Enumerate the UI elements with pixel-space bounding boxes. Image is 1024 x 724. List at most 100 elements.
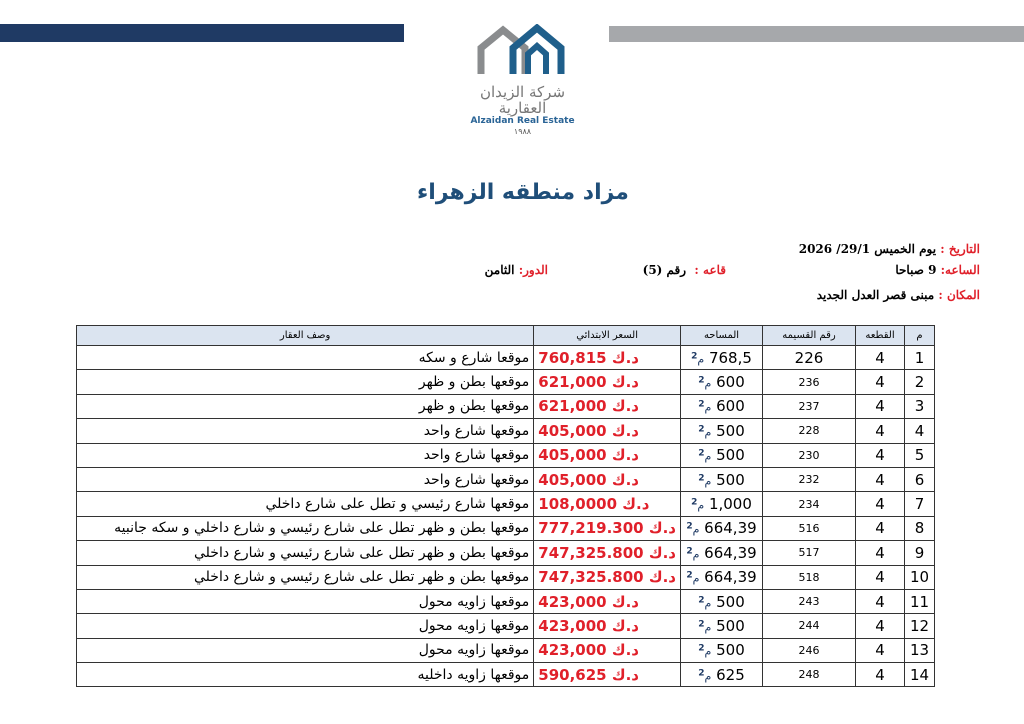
row-plot: 236 — [762, 369, 856, 395]
row-block: 4 — [855, 637, 905, 664]
currency: د.ك — [611, 665, 639, 684]
currency: د.ك — [611, 592, 639, 611]
area-unit: م2 — [698, 643, 712, 659]
table-row: 5 4 230 500 م2 405,000 د.ك موقعها شارع واحد — [75, 442, 935, 468]
place-value: مبنى قصر العدل الجديد — [816, 288, 935, 302]
currency: د.ك — [611, 348, 639, 367]
price-value: 423,000 — [538, 641, 607, 660]
area-value: 625 — [716, 665, 745, 684]
currency: د.ك — [611, 397, 639, 416]
row-price: 108,0000 د.ك — [533, 491, 681, 517]
price-value: 405,000 — [538, 470, 607, 489]
row-block: 4 — [855, 466, 905, 493]
table-row: 10 4 518 664,39 م2 747,325.800 د.ك موقعها بطن… — [75, 564, 935, 590]
row-description: موقعها بطن و ظهر تطل على شارع رئيسي و شا… — [75, 564, 535, 590]
table-row: 4 4 228 500 م2 405,000 د.ك موقعها شارع واحد — [75, 418, 935, 444]
area-value: 664,39 — [704, 519, 757, 538]
currency: د.ك — [648, 519, 676, 538]
row-area: 600 م2 — [680, 369, 763, 395]
row-price: 621,000 د.ك — [533, 369, 681, 395]
floor-value: الثامن — [484, 263, 515, 277]
table-row: 1 4 226 768,5 م2 760,815 د.ك موقعا شارع و سكه — [75, 344, 935, 371]
price-value: 621,000 — [538, 373, 607, 392]
currency: د.ك — [611, 373, 639, 392]
row-area: 664,39 م2 — [680, 564, 763, 590]
hall-line: قاعه : رقم (5) — [643, 263, 726, 277]
row-price: 423,000 د.ك — [533, 613, 681, 639]
houses-logo-icon — [477, 24, 564, 74]
area-value: 600 — [716, 373, 745, 392]
date-value: يوم الخميس 29/1/ 2026 — [798, 242, 937, 256]
price-value: 405,000 — [538, 421, 607, 440]
row-area: 500 م2 — [680, 418, 763, 444]
row-number: 11 — [904, 588, 935, 615]
table-row: 13 4 246 500 م2 423,000 د.ك موقعها زاويه محول — [75, 637, 935, 664]
currency: د.ك — [611, 616, 639, 635]
table-row: 14 4 248 625 م2 590,625 د.ك موقعها زاويه داخل… — [75, 662, 935, 688]
table-header-row: م القطعه رقم القسيمه المساحه السعر الابت… — [75, 325, 935, 346]
table-row: 3 4 237 600 م2 621,000 د.ك موقعها بطن و ظهر — [75, 393, 935, 420]
table-row: 2 4 236 600 م2 621,000 د.ك موقعها بطن و ظهر — [75, 369, 935, 395]
area-value: 664,39 — [704, 568, 757, 587]
row-number: 13 — [904, 637, 935, 664]
currency: د.ك — [611, 446, 639, 465]
logo-english-text: Alzaidan Real Estate — [470, 116, 575, 126]
logo-arabic-text: شركة الزيدان العقارية — [479, 83, 566, 117]
header-price: السعر الابتدائي — [533, 325, 681, 346]
row-area: 500 م2 — [680, 466, 763, 493]
row-price: 777,219.300 د.ك — [533, 515, 681, 542]
row-area: 625 م2 — [680, 662, 763, 688]
row-number: 12 — [904, 613, 935, 639]
price-value: 423,000 — [538, 616, 607, 635]
area-unit: م2 — [698, 472, 712, 488]
header-description: وصف العقار — [75, 325, 535, 346]
area-value: 664,39 — [704, 543, 757, 562]
area-unit: م2 — [698, 375, 712, 391]
row-description: موقعها شارع واحد — [75, 466, 535, 493]
row-number: 4 — [904, 418, 935, 444]
row-description: موقعها شارع واحد — [75, 418, 535, 444]
row-description: موقعها شارع رئيسي و تطل على شارع داخلي — [75, 491, 535, 517]
row-block: 4 — [855, 418, 905, 444]
row-block: 4 — [855, 662, 905, 688]
row-area: 768,5 م2 — [680, 344, 763, 371]
row-price: 405,000 د.ك — [533, 442, 681, 468]
currency: د.ك — [648, 543, 676, 562]
auction-table: م القطعه رقم القسيمه المساحه السعر الابت… — [75, 325, 935, 688]
area-value: 500 — [716, 421, 745, 440]
row-plot: 226 — [762, 344, 856, 371]
row-area: 600 م2 — [680, 393, 763, 420]
row-block: 4 — [855, 369, 905, 395]
price-value: 747,325.800 — [538, 568, 644, 587]
row-block: 4 — [855, 442, 905, 468]
time-value: 9 صباحا — [895, 263, 937, 277]
price-value: 405,000 — [538, 446, 607, 465]
row-area: 500 م2 — [680, 588, 763, 615]
row-plot: 246 — [762, 637, 856, 664]
row-plot: 244 — [762, 613, 856, 639]
row-price: 621,000 د.ك — [533, 393, 681, 420]
row-plot: 243 — [762, 588, 856, 615]
row-area: 500 م2 — [680, 613, 763, 639]
row-description: موقعها بطن و ظهر — [75, 393, 535, 420]
time-line: الساعه: 9 صباحا — [895, 263, 980, 277]
header-block: القطعه — [855, 325, 905, 346]
header-number: م — [904, 325, 935, 346]
row-number: 9 — [904, 540, 935, 566]
price-value: 621,000 — [538, 397, 607, 416]
area-unit: م2 — [686, 546, 700, 561]
row-plot: 230 — [762, 442, 856, 468]
area-unit: م2 — [698, 448, 712, 464]
row-plot: 234 — [762, 491, 856, 517]
table-row: 11 4 243 500 م2 423,000 د.ك موقعها زاويه محول — [75, 588, 935, 615]
area-unit: م2 — [698, 424, 712, 439]
floor-label: الدور: — [518, 263, 548, 277]
row-description: موقعها زاويه داخليه — [75, 662, 535, 688]
currency: د.ك — [611, 421, 639, 440]
table-row: 12 4 244 500 م2 423,000 د.ك موقعها زاويه محول — [75, 613, 935, 639]
row-block: 4 — [855, 491, 905, 517]
table-row: 8 4 516 664,39 م2 777,219.300 د.ك موقعها بطن … — [75, 515, 935, 542]
row-area: 1,000 م2 — [680, 491, 763, 517]
row-plot: 248 — [762, 662, 856, 688]
date-label: التاريخ : — [940, 242, 980, 256]
